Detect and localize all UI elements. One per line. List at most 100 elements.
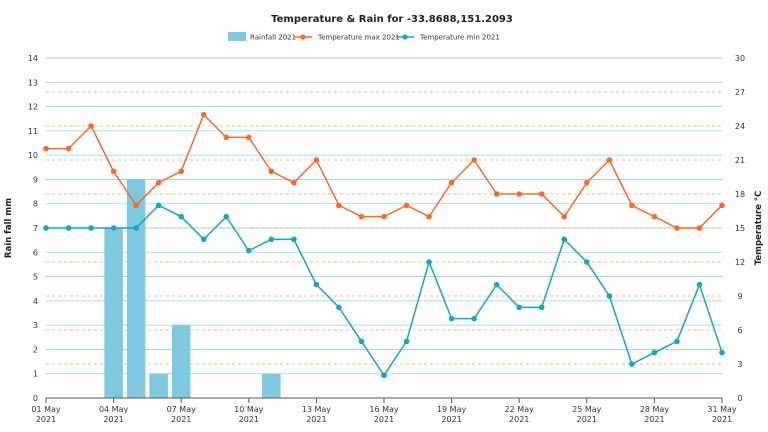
temp-max-point-16 xyxy=(381,213,387,220)
x-tick-label-13: 13 May xyxy=(302,405,332,414)
temp-min-point-9 xyxy=(223,213,230,220)
y-left-tick-5: 5 xyxy=(33,273,38,282)
x-tick-year-19: 2021 xyxy=(441,415,461,424)
temp-max-point-13 xyxy=(313,157,320,163)
temp-max-point-31 xyxy=(719,202,725,209)
temperature-max-series xyxy=(43,111,725,231)
x-tick-year-10: 2021 xyxy=(239,415,259,424)
x-tick-year-7: 2021 xyxy=(171,415,191,424)
x-tick-label-1: 01 May xyxy=(31,405,61,414)
temp-max-point-19 xyxy=(448,179,455,186)
temp-min-point-21 xyxy=(493,281,500,288)
legend-swatch-rainfall xyxy=(228,32,246,41)
y-axis-right-title: Temperature °C xyxy=(754,191,764,266)
temp-min-point-7 xyxy=(178,213,184,220)
temp-max-point-11 xyxy=(268,168,275,175)
temp-max-point-28 xyxy=(651,213,658,220)
temp-max-point-22 xyxy=(516,191,522,197)
legend-swatch-marker-1 xyxy=(300,34,306,40)
legend-swatch-marker-2 xyxy=(402,34,408,40)
y-left-tick-4: 4 xyxy=(33,297,38,306)
y-right-tick-30: 30 xyxy=(735,54,745,63)
temp-min-point-2 xyxy=(65,225,72,231)
y-right-tick-18: 18 xyxy=(735,190,745,199)
legend-label-0: Rainfall 2021 xyxy=(250,34,296,42)
y-left-tick-14: 14 xyxy=(28,54,38,63)
x-tick-label-28: 28 May xyxy=(640,405,670,414)
y-left-tick-8: 8 xyxy=(33,200,38,209)
temp-max-point-10 xyxy=(246,134,252,141)
x-tick-year-25: 2021 xyxy=(577,415,597,424)
x-tick-year-4: 2021 xyxy=(103,415,123,424)
temp-min-point-11 xyxy=(268,236,275,243)
y-left-tick-0: 0 xyxy=(33,394,38,403)
y-right-tick-24: 24 xyxy=(735,122,745,131)
y-right-tick-21: 21 xyxy=(735,156,745,165)
temp-min-point-6 xyxy=(155,202,162,209)
temp-min-point-28 xyxy=(651,349,658,356)
temp-max-point-25 xyxy=(584,179,590,186)
temp-min-point-1 xyxy=(43,225,49,231)
y-left-tick-9: 9 xyxy=(33,175,38,184)
rainfall-bar-11 xyxy=(262,373,281,398)
temp-min-point-30 xyxy=(696,281,703,288)
axes: 0123456789101112131403691215182124273001… xyxy=(28,54,745,424)
y-left-tick-7: 7 xyxy=(33,224,38,233)
chart-title: Temperature & Rain for -33.8688,151.2093 xyxy=(271,14,513,25)
x-tick-year-1: 2021 xyxy=(36,415,56,424)
x-tick-year-31: 2021 xyxy=(712,415,732,424)
y-left-tick-11: 11 xyxy=(28,127,38,136)
temp-min-point-17 xyxy=(403,338,410,345)
temp-min-point-25 xyxy=(584,259,590,265)
temp-max-point-12 xyxy=(291,179,297,186)
y-left-tick-3: 3 xyxy=(33,321,38,330)
temp-min-point-10 xyxy=(246,247,252,254)
temp-min-point-13 xyxy=(313,281,320,288)
y-left-tick-12: 12 xyxy=(28,103,38,112)
x-tick-label-16: 16 May xyxy=(369,405,399,414)
y-left-tick-2: 2 xyxy=(33,345,38,354)
x-tick-label-7: 07 May xyxy=(167,405,197,414)
temp-max-point-27 xyxy=(629,202,635,209)
temp-min-point-15 xyxy=(358,338,365,345)
y-left-tick-13: 13 xyxy=(28,78,38,87)
temp-max-point-2 xyxy=(65,145,72,152)
y-right-tick-15: 15 xyxy=(735,224,745,233)
temp-max-line xyxy=(46,113,723,229)
y-right-tick-12: 12 xyxy=(735,258,745,267)
temp-min-point-4 xyxy=(110,225,117,231)
temp-min-point-19 xyxy=(448,315,455,322)
temp-max-point-21 xyxy=(493,191,500,197)
y-right-tick-9: 9 xyxy=(737,292,742,301)
y-right-tick-0: 0 xyxy=(737,394,742,403)
temp-min-point-23 xyxy=(538,304,545,311)
y-axis-left-title: Rain fall mm xyxy=(4,198,14,258)
x-tick-label-4: 04 May xyxy=(99,405,129,414)
x-tick-label-22: 22 May xyxy=(505,405,535,414)
temp-max-point-24 xyxy=(561,213,568,220)
temp-max-point-30 xyxy=(696,225,703,231)
temp-max-point-17 xyxy=(403,202,410,209)
temp-max-point-1 xyxy=(43,145,49,152)
rainfall-bar-5 xyxy=(126,179,146,398)
legend-label-1: Temperature max 2021 xyxy=(317,34,400,42)
temp-max-point-26 xyxy=(606,157,613,163)
temp-min-point-31 xyxy=(719,349,725,356)
temp-min-point-16 xyxy=(381,372,387,379)
y-right-tick-6: 6 xyxy=(737,326,742,335)
x-tick-year-22: 2021 xyxy=(509,415,529,424)
temp-max-point-15 xyxy=(358,213,365,220)
x-tick-label-31: 31 May xyxy=(707,405,737,414)
temp-max-point-18 xyxy=(426,213,432,220)
rainfall-bar-4 xyxy=(104,228,123,398)
temp-min-point-3 xyxy=(88,225,94,231)
temp-min-point-27 xyxy=(629,361,635,367)
temp-min-point-29 xyxy=(674,338,680,345)
x-tick-year-13: 2021 xyxy=(306,415,326,424)
temp-max-point-4 xyxy=(110,168,117,175)
temp-min-point-24 xyxy=(561,236,568,243)
x-tick-label-19: 19 May xyxy=(437,405,467,414)
temp-min-point-8 xyxy=(200,236,207,243)
